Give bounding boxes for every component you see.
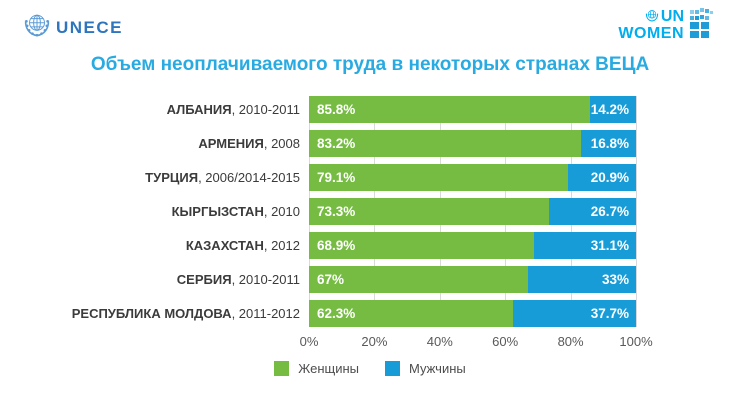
bar-row: 67% 33% [309,266,636,293]
women-bar-segment: 83.2% [309,130,582,157]
category-label: СЕРБИЯ, 2010-2011 [176,272,300,287]
unece-logo: UNECE [22,10,123,45]
bar-row: 85.8% 14.2% [309,96,636,123]
bar-row: 62.3% 37.7% [309,300,636,327]
x-axis-tick: 60% [492,334,519,349]
un-emblem-small-icon [645,8,659,26]
category-label: АРМЕНИЯ, 2008 [198,136,300,151]
category-label: ТУРЦИЯ, 2006/2014-2015 [145,170,300,185]
category-label: АЛБАНИЯ, 2010-2011 [166,102,300,117]
unwomen-symbol-icon [688,8,714,45]
category-label: КЫРГЫЗСТАН, 2010 [171,204,300,219]
legend-item-women: Женщины [274,361,359,376]
bar-row: 68.9% 31.1% [309,232,636,259]
legend: Женщины Мужчины [0,361,740,376]
un-emblem-icon [22,10,52,45]
x-axis-tick: 20% [361,334,388,349]
women-bar-segment: 67% [309,266,529,293]
x-axis-tick: 80% [557,334,584,349]
men-bar-segment: 37.7% [512,300,636,327]
unwomen-wordmark: UN WOMEN [618,8,684,43]
men-bar-segment: 31.1% [534,232,636,259]
x-axis-tick: 100% [619,334,653,349]
women-bar-segment: 85.8% [309,96,590,123]
bar-row: 83.2% 16.8% [309,130,636,157]
men-bar-segment: 33% [528,266,636,293]
plot-area: 85.8% 14.2% 83.2% 16.8% 79.1% 20.9% 73.3… [300,96,653,350]
women-bar-segment: 68.9% [309,232,535,259]
x-axis-tick: 0% [299,334,319,349]
category-labels: АЛБАНИЯ, 2010-2011 АРМЕНИЯ, 2008 ТУРЦИЯ,… [0,96,309,350]
men-bar-segment: 26.7% [548,198,636,225]
category-label: РЕСПУБЛИКА МОЛДОВА, 2011-2012 [71,306,300,321]
unwomen-logo: UN WOMEN [618,8,714,45]
page-title: Объем неоплачиваемого труда в некоторых … [90,54,650,75]
legend-item-men: Мужчины [385,361,466,376]
women-bar-segment: 73.3% [309,198,549,225]
men-bar-segment: 20.9% [567,164,636,191]
x-axis-tick: 40% [426,334,453,349]
x-axis: 0% 20% 40% 60% 80% 100% [300,334,653,350]
stacked-bar-chart: АЛБАНИЯ, 2010-2011 АРМЕНИЯ, 2008 ТУРЦИЯ,… [0,96,740,350]
men-bar-segment: 14.2% [589,96,636,123]
bar-row: 79.1% 20.9% [309,164,636,191]
bar-row: 73.3% 26.7% [309,198,636,225]
women-bar-segment: 79.1% [309,164,568,191]
women-bar-segment: 62.3% [309,300,513,327]
men-swatch-icon [385,361,400,376]
category-label: КАЗАХСТАН, 2012 [185,238,300,253]
women-swatch-icon [274,361,290,376]
unece-wordmark: UNECE [56,17,124,37]
men-bar-segment: 16.8% [581,130,636,157]
